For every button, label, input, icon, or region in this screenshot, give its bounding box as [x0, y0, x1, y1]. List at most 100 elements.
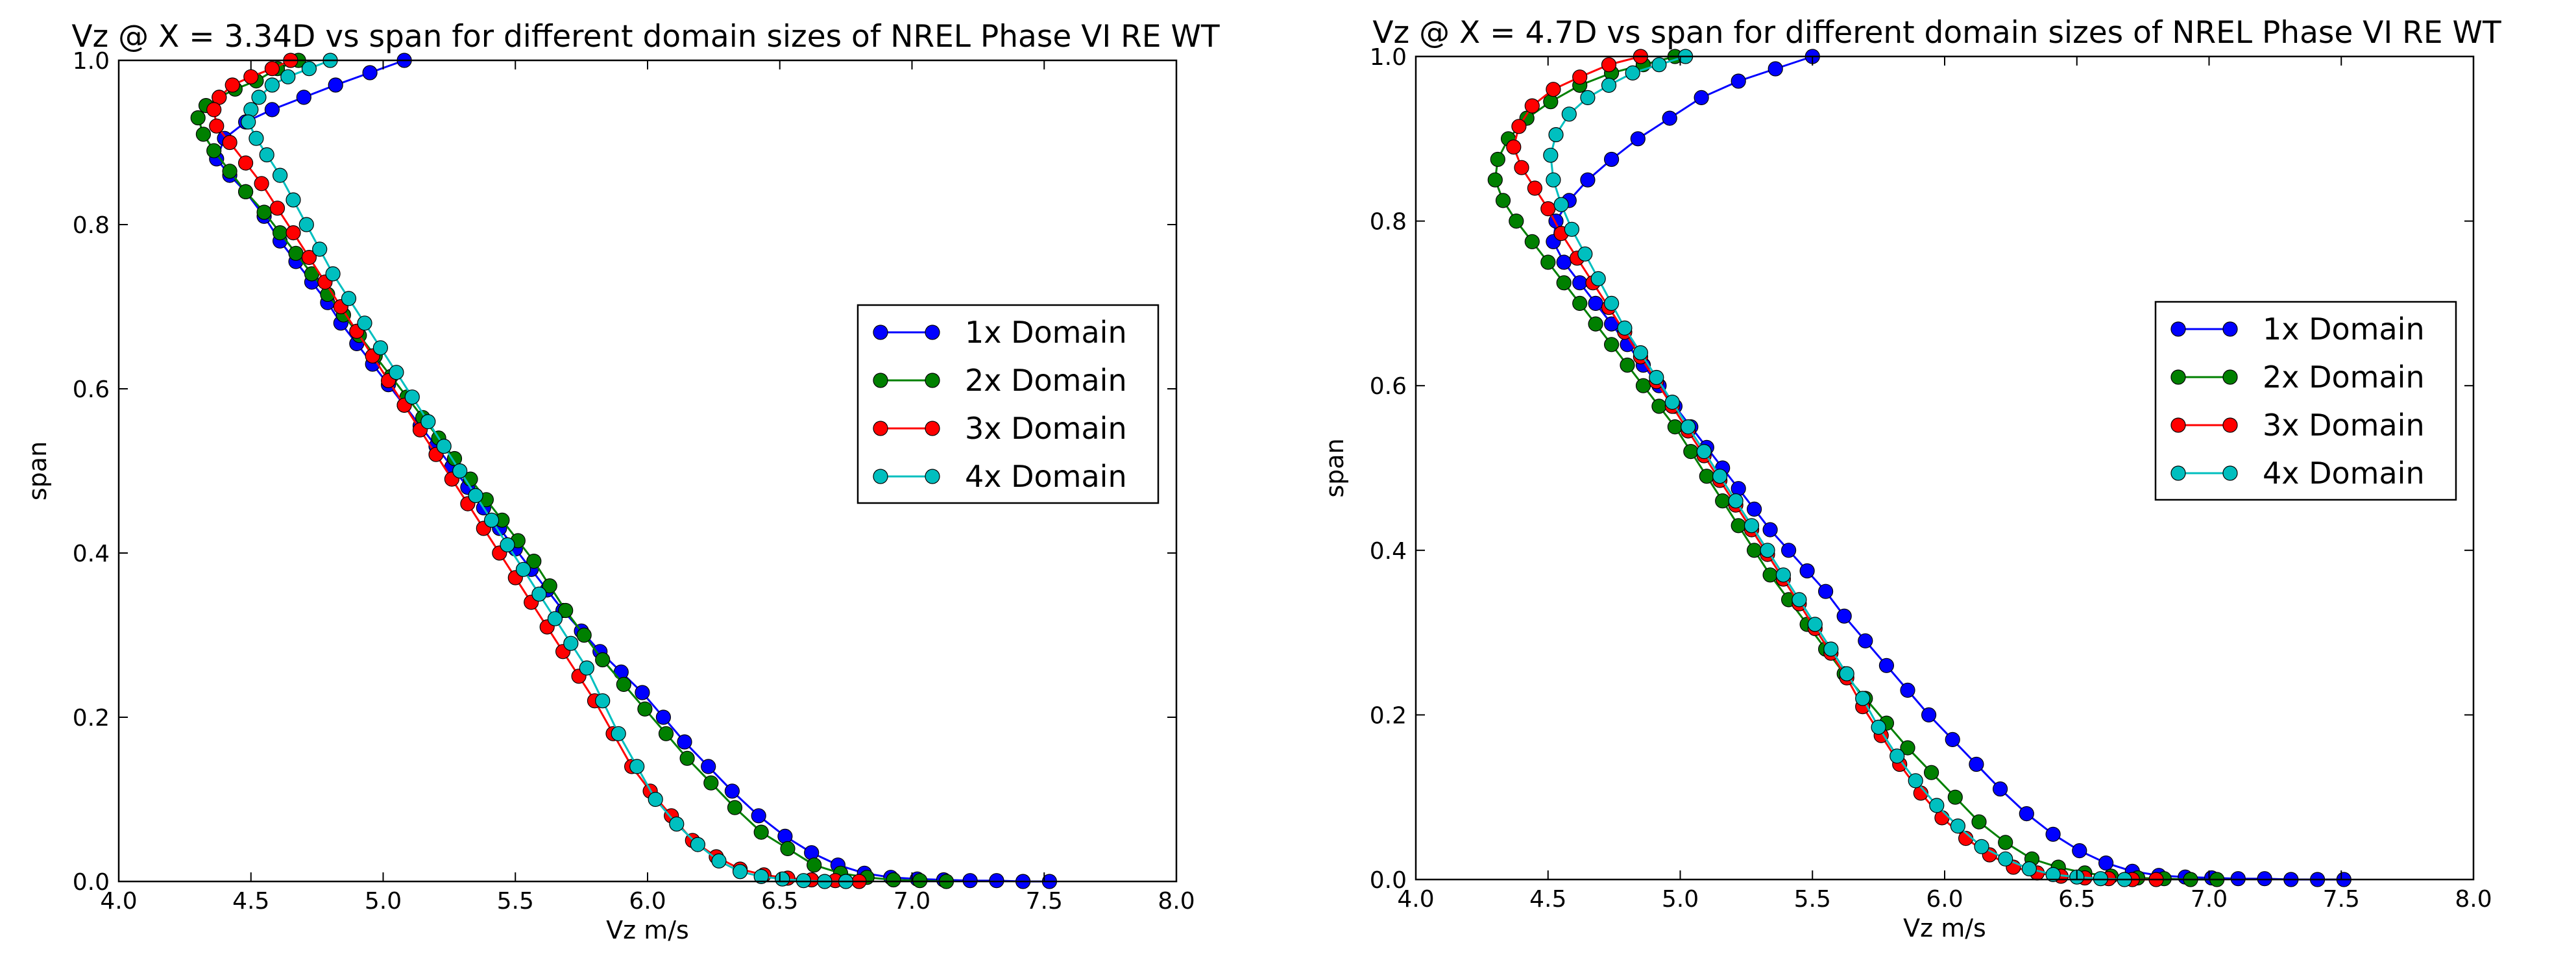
data-point-4x-domain	[468, 487, 483, 504]
data-point-3x-domain	[269, 201, 286, 216]
data-point-4x-domain	[611, 726, 626, 741]
legend-marker-2x-domain	[873, 373, 888, 388]
data-point-4x-domain	[669, 816, 685, 832]
data-point-4x-domain	[711, 853, 727, 869]
chart-title: Vz @ X = 3.34D vs span for different dom…	[71, 19, 1220, 55]
data-point-2x-domain	[1998, 835, 2013, 850]
data-point-2x-domain	[542, 578, 557, 594]
x-tick-label: 4.0	[100, 888, 137, 915]
x-axis-label: Vz m/s	[1903, 914, 1986, 942]
data-point-2x-domain	[206, 143, 222, 158]
data-point-4x-domain	[301, 61, 317, 77]
data-point-2x-domain	[1490, 151, 1505, 167]
chart-right: 4.0 4.5 5.0 5.5 6.0 6.5 7.0 7.5 8.0 0.0 0.2 0.4 0.6 0…	[1320, 15, 2501, 942]
data-point-1x-domain	[1572, 275, 1588, 291]
data-point-1x-domain	[2045, 826, 2061, 842]
data-point-1x-domain	[1818, 584, 1834, 599]
legend-marker-1x-domain	[873, 325, 888, 340]
data-point-4x-domain	[579, 660, 594, 676]
data-point-1x-domain	[1588, 295, 1603, 311]
data-point-4x-domain	[595, 693, 611, 709]
data-point-1x-domain	[677, 734, 692, 750]
y-tick-label: 1.0	[73, 48, 110, 75]
legend-label-1x-domain: 1x Domain	[2263, 312, 2425, 347]
data-point-2x-domain	[780, 841, 796, 857]
data-point-2x-domain	[1651, 399, 1667, 414]
legend-label-2x-domain: 2x Domain	[2263, 360, 2425, 395]
legend: 1x Domain 2x Domain 3x Domain 4x Domain	[857, 304, 1160, 504]
data-point-2x-domain	[1495, 193, 1511, 208]
data-point-3x-domain	[1527, 180, 1542, 196]
data-point-2x-domain	[1715, 493, 1731, 509]
data-point-4x-domain	[1871, 719, 1886, 735]
data-point-1x-domain	[1731, 481, 1746, 497]
data-point-4x-domain	[372, 340, 389, 356]
legend-marker-4x-domain	[873, 469, 888, 484]
data-point-4x-domain	[1889, 748, 1905, 764]
data-point-1x-domain	[1878, 658, 1894, 673]
data-point-1x-domain	[1694, 90, 1709, 105]
x-tick-label: 5.0	[1662, 886, 1699, 913]
data-point-2x-domain	[1762, 567, 1778, 583]
data-point-1x-domain	[1781, 543, 1797, 558]
data-point-2x-domain	[658, 726, 674, 741]
data-point-2x-domain	[1620, 357, 1635, 373]
legend-marker-1x-domain	[2170, 321, 2186, 337]
data-point-4x-domain	[298, 217, 314, 232]
legend-marker-4x-domain	[2222, 465, 2238, 481]
legend-marker-1x-domain	[2222, 321, 2238, 337]
data-point-2x-domain	[288, 245, 304, 261]
data-point-1x-domain	[2098, 855, 2114, 871]
data-point-2x-domain	[1509, 214, 1524, 229]
data-point-4x-domain	[264, 77, 280, 93]
data-point-4x-domain	[1908, 773, 1923, 789]
data-point-3x-domain	[1511, 119, 1527, 134]
series-line-2x-domain	[1494, 55, 2217, 881]
data-point-1x-domain	[1921, 707, 1937, 723]
data-point-4x-domain	[1696, 443, 1712, 460]
data-point-1x-domain	[1945, 732, 1960, 748]
data-point-2x-domain	[886, 872, 901, 888]
data-point-3x-domain	[225, 77, 240, 93]
legend-marker-3x-domain	[2170, 417, 2186, 433]
data-point-2x-domain	[753, 824, 769, 840]
legend-marker-2x-domain	[925, 373, 940, 388]
y-tick-label: 0.0	[73, 869, 110, 896]
legend-marker-2x-domain	[2170, 369, 2186, 385]
data-point-4x-domain	[1604, 295, 1620, 311]
data-point-2x-domain	[558, 602, 574, 619]
data-point-2x-domain	[1556, 275, 1572, 291]
legend-label-4x-domain: 4x Domain	[965, 459, 1127, 494]
x-tick-label: 7.0	[893, 888, 930, 915]
chart-title: Vz @ X = 4.7D vs span for different doma…	[1372, 15, 2501, 51]
y-tick-label: 0.4	[1370, 538, 1407, 565]
data-point-1x-domain	[777, 828, 793, 844]
data-point-3x-domain	[243, 69, 259, 84]
data-point-2x-domain	[1947, 789, 1963, 805]
data-point-4x-domain	[1553, 197, 1569, 212]
data-point-4x-domain	[312, 241, 328, 257]
data-point-1x-domain	[2230, 871, 2246, 887]
data-point-4x-domain	[243, 102, 259, 117]
data-point-4x-domain	[1839, 666, 1854, 682]
data-point-4x-domain	[1974, 839, 1989, 854]
data-point-2x-domain	[616, 676, 631, 693]
data-point-2x-domain	[526, 553, 542, 569]
y-tick-label: 0.6	[1370, 373, 1407, 400]
legend-label-1x-domain: 1x Domain	[965, 315, 1127, 350]
data-point-2x-domain	[1971, 814, 1987, 830]
data-point-4x-domain	[2093, 871, 2108, 887]
data-point-3x-domain	[1572, 69, 1588, 85]
y-tick-label: 1.0	[1370, 44, 1407, 71]
data-point-3x-domain	[254, 176, 269, 191]
data-point-4x-domain	[1950, 818, 1965, 834]
data-point-1x-domain	[1900, 682, 1915, 698]
x-tick-label: 5.0	[365, 888, 402, 915]
data-point-2x-domain	[912, 873, 928, 889]
data-point-3x-domain	[1546, 82, 1561, 97]
data-point-4x-domain	[563, 635, 579, 651]
data-point-4x-domain	[1564, 221, 1579, 237]
data-point-1x-domain	[1556, 254, 1572, 270]
data-point-4x-domain	[404, 389, 420, 405]
data-point-4x-domain	[1760, 543, 1775, 558]
